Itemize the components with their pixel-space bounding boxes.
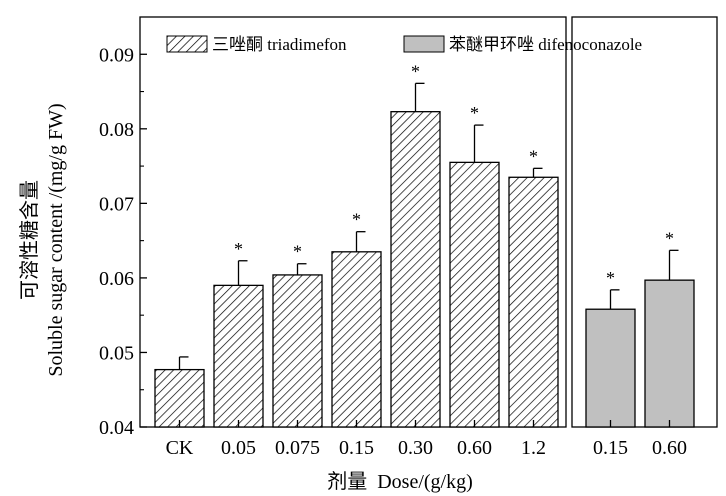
y-tick-label: 0.09 bbox=[99, 44, 134, 66]
significance-mark: * bbox=[606, 268, 615, 288]
x-tick-label: 0.30 bbox=[398, 437, 433, 459]
bar bbox=[390, 111, 441, 428]
x-tick-label: 1.2 bbox=[521, 437, 546, 459]
y-tick-label: 0.07 bbox=[99, 193, 134, 215]
x-tick-label: CK bbox=[166, 437, 194, 459]
significance-mark: * bbox=[470, 103, 479, 123]
y-tick-label: 0.05 bbox=[99, 342, 134, 364]
x-axis: CK 0.05 0.075 0.15 0.30 0.60 1.2 0.15 0.60 bbox=[166, 420, 687, 459]
significance-mark: * bbox=[665, 228, 674, 248]
x-tick-label: 0.075 bbox=[275, 437, 320, 459]
significance-mark: * bbox=[352, 210, 361, 230]
x-axis-label: 剂量 Dose/(g/kg) bbox=[327, 470, 473, 493]
significance-mark: * bbox=[234, 239, 243, 259]
legend-swatch-difenoconazole bbox=[403, 35, 445, 53]
y-tick-label: 0.06 bbox=[99, 268, 134, 290]
y-axis: 0.04 0.05 0.06 0.07 0.08 0.09 bbox=[99, 44, 147, 439]
legend-label-triadimefon: 三唑酮 triadimefon bbox=[212, 35, 347, 54]
bar bbox=[508, 176, 559, 428]
significance-mark: * bbox=[411, 61, 420, 81]
significance-mark: * bbox=[293, 242, 302, 262]
y-axis-label-cn: 可溶性糖含量 bbox=[18, 180, 41, 300]
bar bbox=[585, 308, 636, 428]
bar bbox=[331, 251, 382, 428]
y-axis-label-en: Soluble sugar content /(mg/g FW) bbox=[45, 103, 67, 376]
bar bbox=[213, 284, 264, 428]
legend-label-difenoconazole: 苯醚甲环唑 difenoconazole bbox=[449, 35, 642, 54]
x-tick-label: 0.60 bbox=[652, 437, 687, 459]
y-tick-label: 0.04 bbox=[99, 417, 134, 439]
x-tick-label: 0.15 bbox=[339, 437, 374, 459]
x-tick-label: 0.05 bbox=[221, 437, 256, 459]
bar bbox=[272, 274, 323, 428]
bars: * * * * * * * * bbox=[154, 61, 695, 428]
bar bbox=[449, 161, 500, 428]
y-tick-label: 0.08 bbox=[99, 119, 134, 141]
bar bbox=[154, 368, 205, 428]
significance-mark: * bbox=[529, 146, 538, 166]
x-tick-label: 0.15 bbox=[593, 437, 628, 459]
x-tick-label: 0.60 bbox=[457, 437, 492, 459]
bar bbox=[644, 279, 695, 428]
legend: 三唑酮 triadimefon 苯醚甲环唑 difenoconazole bbox=[166, 35, 642, 54]
legend-swatch-triadimefon bbox=[166, 35, 208, 53]
